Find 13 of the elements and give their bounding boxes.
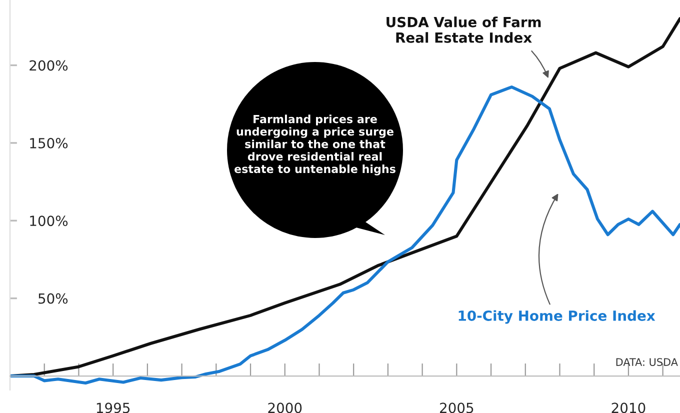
x-tick-label: 2000 — [268, 402, 302, 413]
x-tick-label: 2005 — [440, 402, 474, 413]
annotation: DATA: USDA — [616, 358, 678, 366]
annotation: Farmland prices are undergoing a price surge similar to the one that drove residential real estate to untenable highs — [234, 114, 396, 176]
y-tick-label: 200% — [30, 60, 68, 71]
y-tick-label: 50% — [38, 293, 68, 304]
y-tick-label: 100% — [30, 216, 68, 226]
y-tick-label: 150% — [30, 138, 68, 148]
x-tick-label: 2010 — [612, 402, 646, 413]
x-tick-label: 1995 — [96, 402, 130, 413]
line-series — [10, 85, 680, 385]
text: USDA Value of Farm Real Estate Index — [386, 16, 541, 43]
text: 10-City Home Price Index — [458, 310, 656, 324]
